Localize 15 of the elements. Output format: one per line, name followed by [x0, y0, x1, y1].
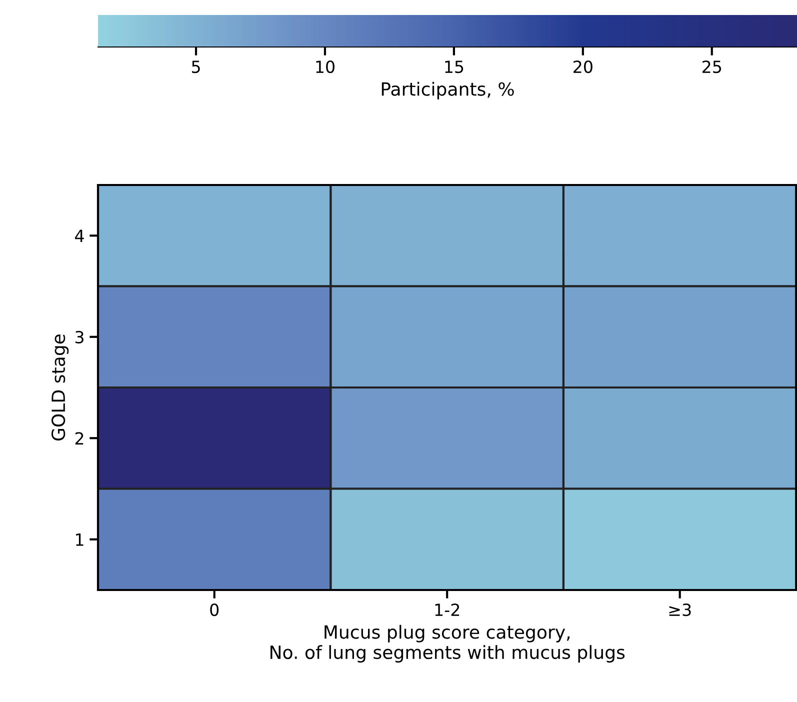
x-tick-label: 0: [210, 603, 219, 616]
color-bar-label: 10: [316, 60, 334, 74]
y-tick-label: 4: [75, 230, 84, 242]
color-bar-label: 15: [445, 60, 464, 74]
color-bar-label: 20: [574, 60, 592, 74]
y-tick-label: 1: [76, 534, 84, 546]
color-bar-label: 25: [702, 60, 722, 74]
x-tick-label: 1-2: [435, 603, 460, 616]
x-axis-title: Mucus plug score category, No. of lung segments with mucus plugs: [270, 624, 625, 663]
color-bar-title: Participants, %: [382, 82, 514, 100]
color-bar-label: 5: [192, 60, 200, 74]
x-tick-label: ≥3: [669, 603, 691, 616]
y-tick-label: 3: [75, 330, 84, 344]
y-axis-title: GOLD stage: [51, 334, 69, 440]
y-tick-label: 2: [75, 432, 84, 444]
